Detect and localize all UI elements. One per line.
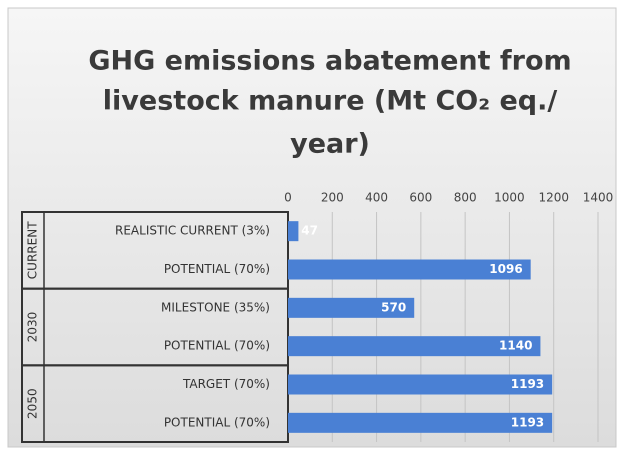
x-tick-label: 0 (284, 191, 292, 205)
panel (7, 7, 617, 448)
chart-title: GHG emissions abatement from (88, 46, 571, 77)
group-label: 2030 (26, 312, 40, 343)
y-tick-label: REALISTIC CURRENT (3%) (115, 224, 270, 238)
x-tick-label: 800 (454, 191, 477, 205)
data-label: 47 (301, 224, 318, 238)
y-tick-label: POTENTIAL (70%) (164, 262, 270, 276)
bar (288, 412, 553, 433)
bar (288, 336, 541, 357)
x-tick-label: 200 (321, 191, 344, 205)
bar (288, 221, 299, 242)
x-tick-label: 1400 (583, 191, 614, 205)
bar (288, 374, 553, 395)
bar (288, 297, 415, 318)
data-label: 1193 (511, 377, 544, 391)
data-label: 1193 (511, 415, 544, 429)
bar (288, 259, 531, 280)
group-label: 2050 (26, 388, 40, 419)
data-label: 1140 (499, 339, 532, 353)
x-tick-label: 1200 (538, 191, 569, 205)
x-tick-label: 1000 (494, 191, 525, 205)
group-box (21, 364, 289, 444)
y-tick-label: MILESTONE (35%) (161, 300, 270, 314)
data-label: 1096 (489, 262, 522, 276)
chart-title: livestock manure (Mt CO₂ eq./ (103, 86, 558, 117)
x-tick-label: 400 (365, 191, 388, 205)
data-label: 570 (381, 300, 406, 314)
chart-title: year) (290, 129, 370, 160)
y-tick-label: TARGET (70%) (182, 377, 270, 391)
x-tick-label: 600 (409, 191, 432, 205)
group-label: CURRENT (26, 221, 40, 279)
y-tick-label: POTENTIAL (70%) (164, 339, 270, 353)
y-tick-label: POTENTIAL (70%) (164, 415, 270, 429)
